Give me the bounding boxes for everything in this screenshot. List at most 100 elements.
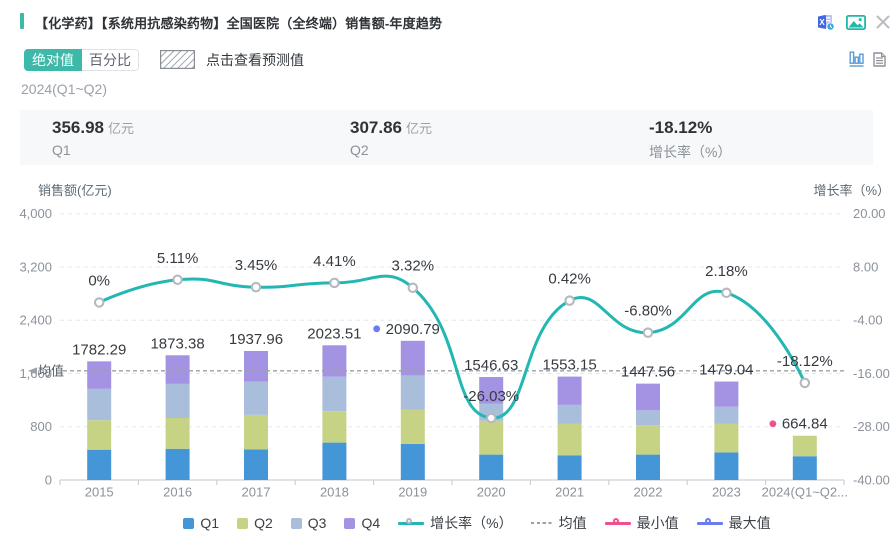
legend-line-marker-icon: [604, 517, 631, 529]
bar-total-label: 664.84: [782, 416, 828, 433]
bar-total-label: 1873.38: [150, 335, 204, 352]
stat-q1-label: Q1: [52, 142, 71, 158]
min-value-dot: [769, 420, 777, 428]
bar-segment-q4-2015[interactable]: [87, 361, 112, 389]
bar-segment-q4-2016[interactable]: [165, 355, 190, 384]
bar-segment-q4-2022[interactable]: [636, 383, 660, 411]
chart-text-label: -4.00: [853, 313, 883, 328]
chart-text-label: 800: [30, 419, 52, 434]
legend-swatch-icon: [290, 517, 302, 529]
bar-segment-q2-2019[interactable]: [400, 409, 425, 444]
bar-segment-q1-2020[interactable]: [479, 454, 504, 480]
stat-growth-label: 增长率（%）: [649, 144, 732, 160]
growth-label: 2.18%: [705, 263, 748, 280]
image-export-icon[interactable]: [845, 14, 867, 35]
chart-text-label: 2,400: [19, 313, 52, 328]
bar-segment-q1-2017[interactable]: [244, 449, 268, 480]
excel-export-icon[interactable]: X: [817, 14, 835, 36]
chart-text-label: -28.00: [853, 419, 890, 434]
growth-marker-2018[interactable]: [329, 277, 340, 289]
bar-segment-q1-2016[interactable]: [165, 448, 190, 480]
growth-marker-2021[interactable]: [564, 295, 575, 306]
chart-text-label: 2015: [85, 485, 114, 500]
title-accent-bar: [20, 13, 24, 29]
growth-marker-2017[interactable]: [250, 281, 262, 293]
bar-segment-q1-2022[interactable]: [636, 454, 660, 480]
chart-text-label: 20.00: [853, 206, 886, 221]
chart-text-label: -16.00: [853, 366, 890, 381]
legend-item-max[interactable]: 最大值: [696, 513, 771, 533]
growth-marker-2020[interactable]: [485, 412, 497, 424]
chart-text-label: 0: [45, 473, 52, 488]
report-doc-icon[interactable]: [873, 52, 886, 72]
bar-segment-q3-2019[interactable]: [400, 375, 425, 410]
legend-item-q3[interactable]: Q3: [290, 515, 326, 531]
bar-total-label: 1546.63: [464, 357, 518, 374]
legend-item-label: Q1: [200, 515, 220, 531]
chart-text-label: 3,200: [19, 259, 52, 274]
bar-total-label: 1447.56: [621, 364, 675, 381]
bar-segment-q4-2020[interactable]: [479, 377, 504, 404]
bar-segment-q2-2024(Q1~Q2...[interactable]: [792, 435, 817, 457]
bar-segment-q2-2021[interactable]: [557, 423, 582, 456]
bar-segment-q4-2021[interactable]: [557, 376, 582, 405]
svg-text:X: X: [819, 18, 825, 27]
bar-segment-q3-2018[interactable]: [322, 376, 347, 412]
legend-item-q4[interactable]: Q4: [344, 515, 380, 531]
bar-segment-q2-2018[interactable]: [322, 411, 347, 443]
legend-item-q2[interactable]: Q2: [237, 515, 273, 531]
growth-marker-2019[interactable]: [407, 282, 419, 293]
growth-marker-2024(Q1~Q2...[interactable]: [799, 377, 811, 389]
bar-segment-q4-2023[interactable]: [714, 381, 739, 407]
bar-segment-q4-2018[interactable]: [322, 345, 347, 377]
growth-label: 4.41%: [313, 253, 356, 270]
bar-total-label: 1553.15: [542, 357, 596, 374]
bar-segment-q1-2015[interactable]: [87, 449, 112, 480]
chart-text-label: 2019: [398, 485, 427, 500]
stat-growth: -18.12% 增长率（%）: [649, 118, 731, 162]
bar-total-label: 2023.51: [307, 325, 361, 342]
legend-item-growth-rate[interactable]: 增长率（%）: [398, 513, 513, 533]
bar-segment-q1-2019[interactable]: [400, 443, 425, 480]
bar-segment-q1-2018[interactable]: [322, 442, 347, 480]
close-icon[interactable]: [876, 15, 890, 34]
chart-text-label: 4,000: [19, 206, 52, 221]
period-label: 2024(Q1~Q2): [21, 81, 107, 97]
bar-segment-q2-2016[interactable]: [165, 417, 190, 449]
bar-chart-view-icon[interactable]: [849, 51, 864, 72]
legend-item-min[interactable]: 最小值: [604, 513, 679, 533]
legend-item-label: 最小值: [636, 515, 679, 531]
bar-segment-q3-2023[interactable]: [714, 406, 739, 424]
legend-item-q1[interactable]: Q1: [183, 515, 219, 531]
bar-segment-q2-2022[interactable]: [636, 425, 660, 455]
bar-segment-q2-2020[interactable]: [479, 420, 504, 455]
bar-segment-q3-2021[interactable]: [557, 404, 582, 424]
forecast-hatch-icon[interactable]: [160, 50, 195, 69]
bar-segment-q2-2023[interactable]: [714, 423, 739, 453]
chart-legend: Q1 Q2 Q3 Q4 增长率（%） 均值 最小值 最大值: [0, 513, 893, 533]
bar-segment-q1-2021[interactable]: [557, 455, 582, 480]
bar-segment-q3-2022[interactable]: [636, 410, 660, 426]
bar-segment-q2-2015[interactable]: [87, 420, 112, 450]
bar-segment-q1-2023[interactable]: [714, 452, 739, 480]
bar-segment-q4-2019[interactable]: [400, 340, 425, 376]
growth-marker-2022[interactable]: [642, 327, 654, 338]
chart-text-label: 2023: [712, 485, 741, 500]
bar-segment-q2-2017[interactable]: [244, 414, 268, 450]
growth-marker-2016[interactable]: [172, 274, 183, 286]
legend-item-mean[interactable]: 均值: [530, 513, 587, 533]
forecast-toggle-label[interactable]: 点击查看预测值: [206, 52, 304, 68]
bar-segment-q1-2024(Q1~Q2...[interactable]: [792, 456, 817, 480]
growth-marker-2015[interactable]: [93, 297, 105, 308]
chart-text-label: 2018: [320, 485, 349, 500]
bar-segment-q4-2017[interactable]: [244, 350, 268, 382]
bar-segment-q3-2015[interactable]: [87, 388, 112, 421]
stat-q2: 307.86 亿元 Q2: [350, 118, 432, 158]
bar-segment-q3-2016[interactable]: [165, 383, 190, 418]
percent-value-button[interactable]: 百分比: [82, 49, 139, 71]
absolute-value-button[interactable]: 绝对值: [24, 49, 82, 71]
growth-marker-2023[interactable]: [721, 287, 732, 299]
bar-segment-q3-2017[interactable]: [244, 381, 268, 415]
growth-line[interactable]: [97, 274, 807, 420]
